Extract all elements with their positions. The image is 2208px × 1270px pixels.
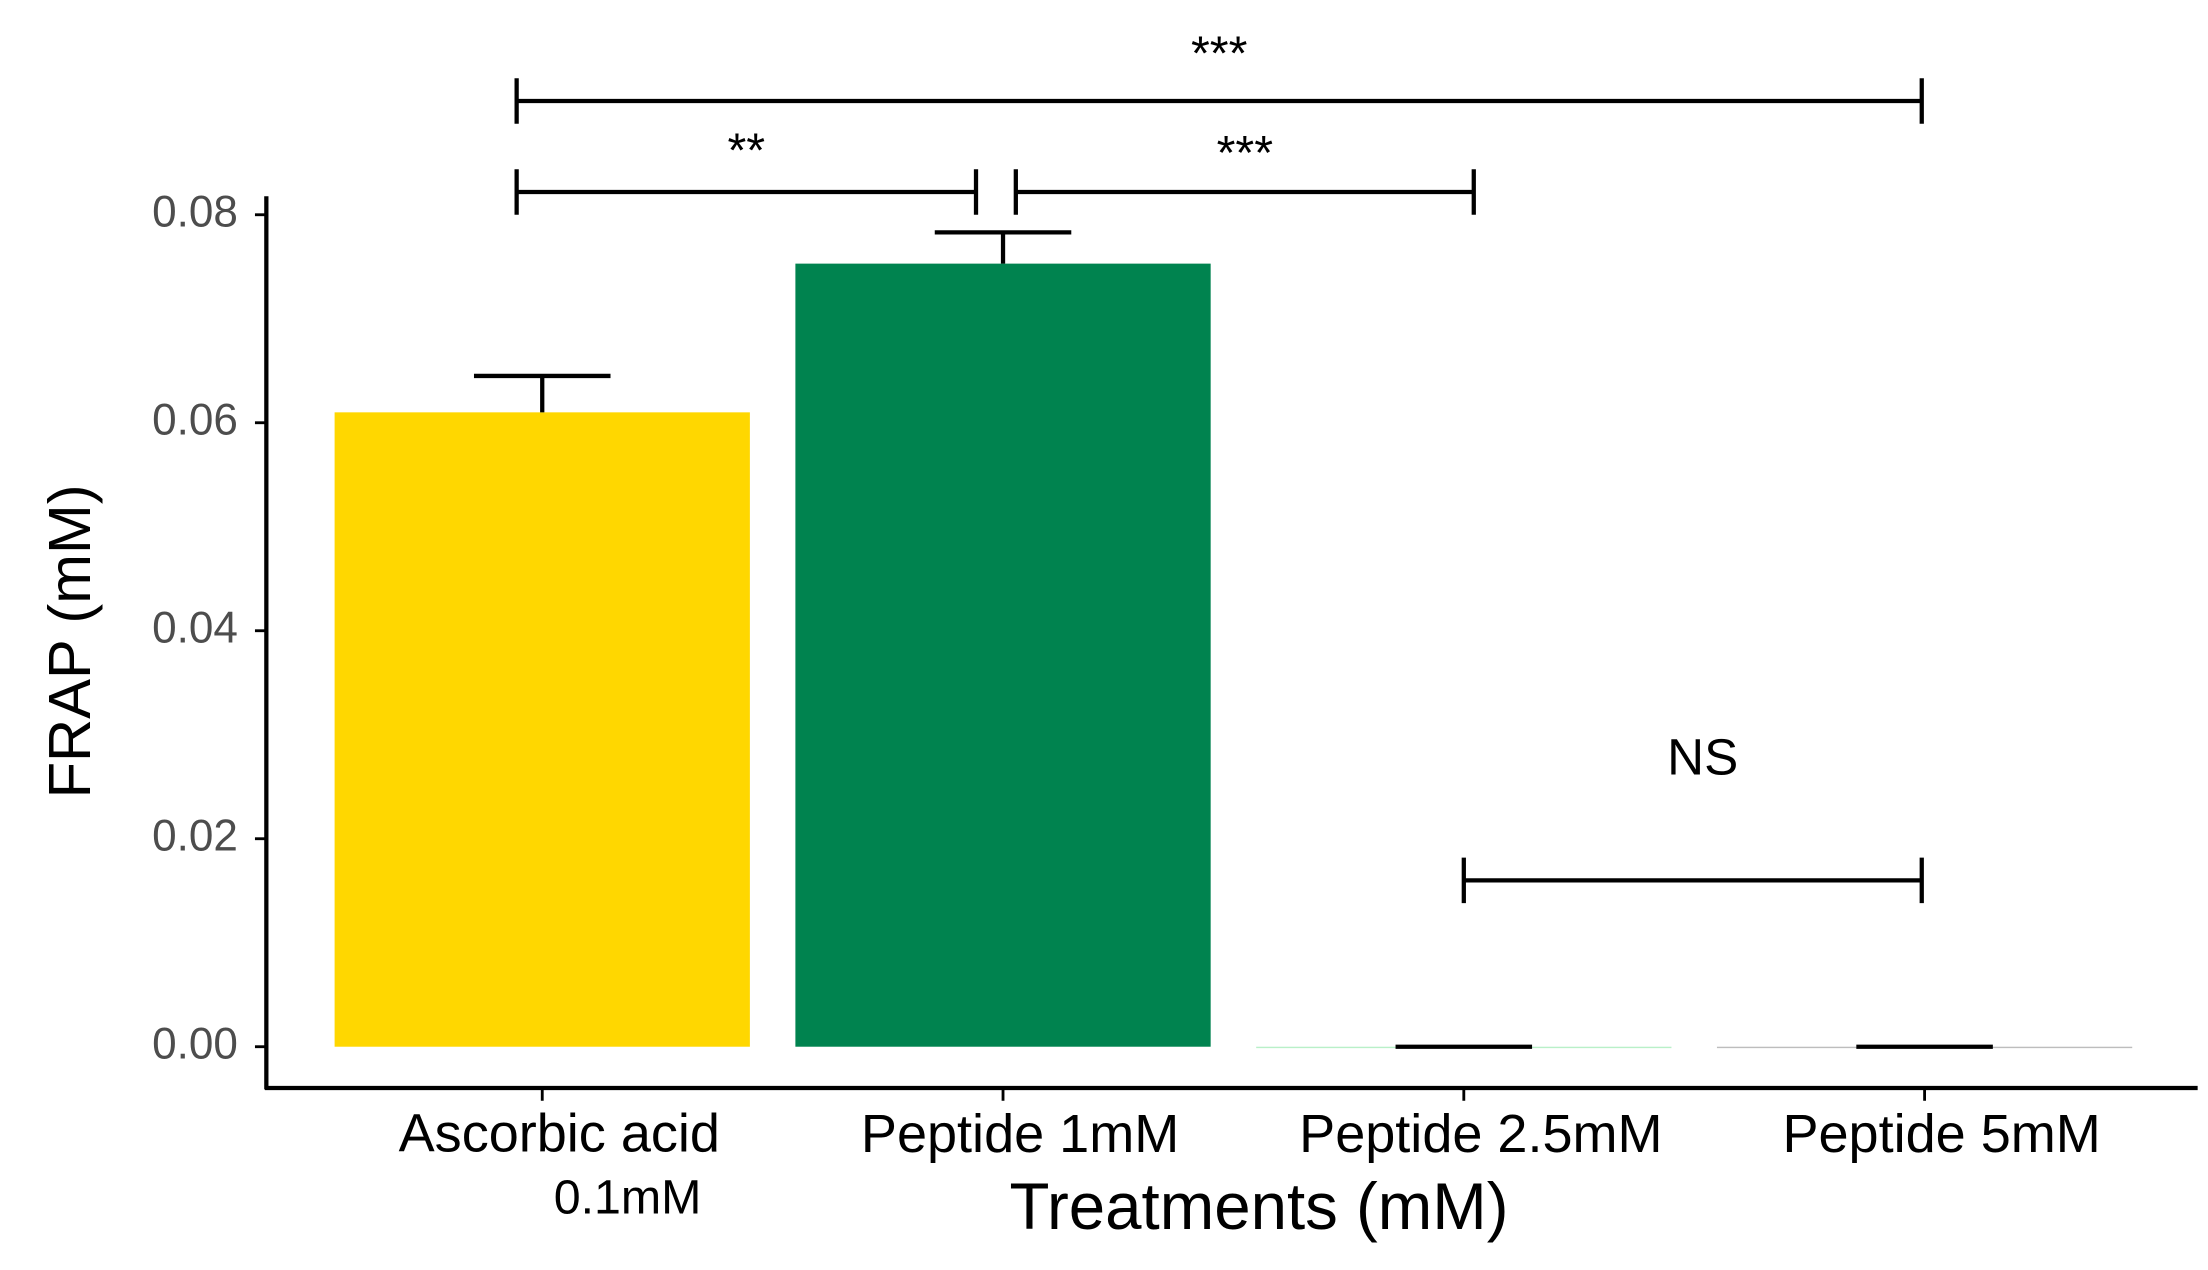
error-bar [473,373,611,413]
significance-bracket [1013,169,1476,215]
x-axis-title: Treatments (mM) [1009,1170,1508,1243]
significance-bracket [514,78,1924,124]
significance-label: ** [728,123,766,177]
significance-bracket [514,169,979,215]
y-tick-label: 0.06 [152,395,238,444]
x-tick-label: Ascorbic acid 0.1mM [399,1104,720,1224]
bar [334,412,750,1047]
x-tick-label: Peptide 5mM [1782,1104,2100,1164]
significance-bracket [1461,857,1924,904]
error-bar [934,230,1072,264]
x-tick-label: Peptide 1mM [861,1104,1179,1164]
bar [795,263,1211,1047]
x-tick-label: Peptide 2.5mM [1299,1104,1662,1164]
significance-label: *** [1217,126,1274,180]
y-tick-label: 0.04 [152,603,238,652]
y-tick-label: 0.08 [152,187,238,236]
significance-label: *** [1191,27,1248,81]
y-tick-label: 0.00 [152,1019,238,1068]
y-tick-label: 0.02 [152,811,238,860]
y-axis-title: FRAP (mM) [36,484,103,798]
significance-label: NS [1667,728,1738,785]
